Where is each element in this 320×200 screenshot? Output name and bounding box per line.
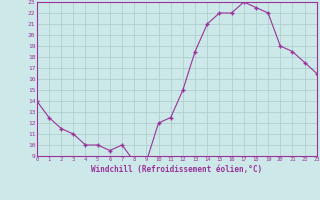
X-axis label: Windchill (Refroidissement éolien,°C): Windchill (Refroidissement éolien,°C) bbox=[91, 165, 262, 174]
